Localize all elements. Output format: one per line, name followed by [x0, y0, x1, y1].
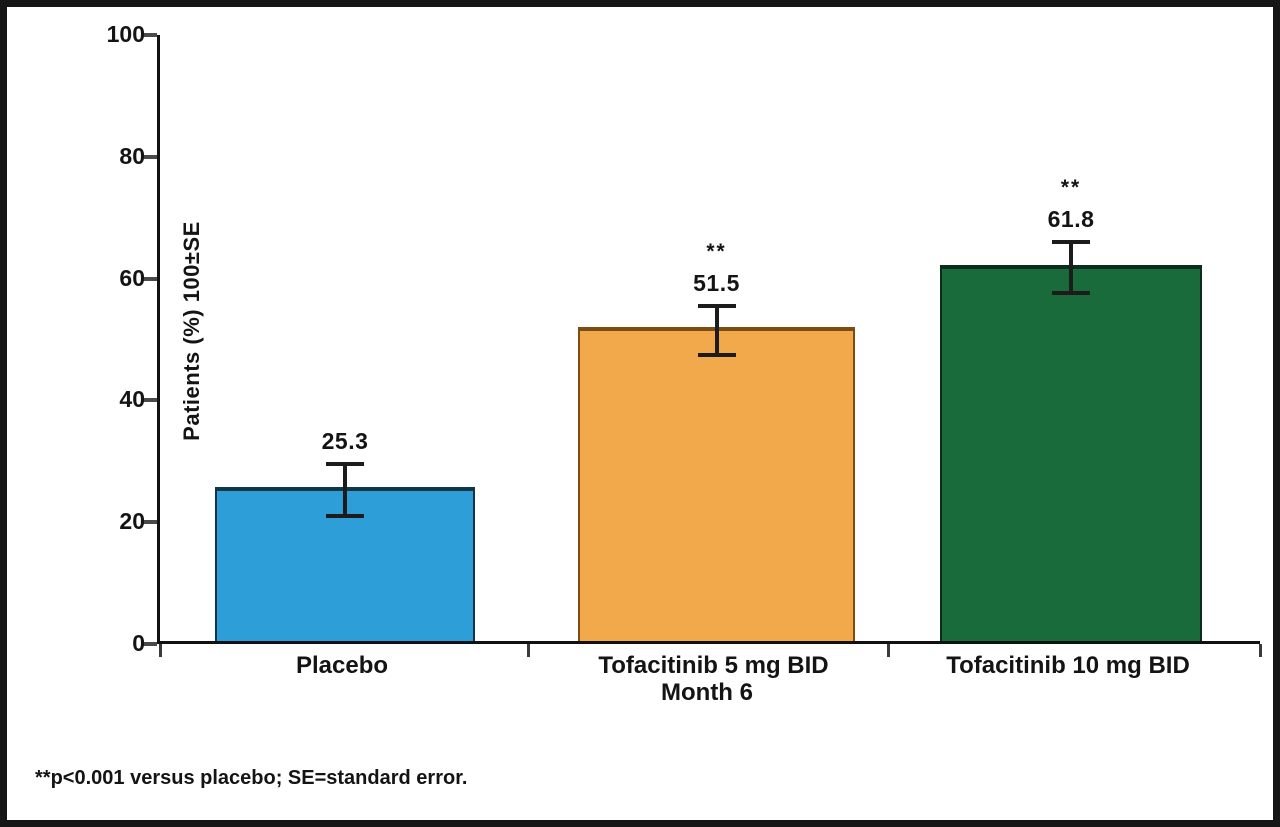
error-bar-line	[343, 464, 347, 516]
error-bar-cap-bottom	[697, 352, 736, 357]
y-tick-label: 0	[132, 630, 145, 656]
significance-marker: **	[1060, 176, 1082, 200]
x-tick-mark	[1259, 644, 1262, 657]
bar-3	[940, 264, 1202, 641]
error-bar-cap-top	[697, 304, 736, 308]
bar-2	[578, 327, 855, 641]
bar-value-label: 51.5	[693, 270, 740, 296]
bar-value-label: 25.3	[321, 428, 369, 455]
error-bar-cap-bottom	[1052, 291, 1090, 296]
y-tick-mark	[143, 154, 157, 159]
y-tick-label: 40	[119, 386, 145, 413]
bar-value-label: 61.8	[1047, 206, 1095, 233]
x-category-label: Placebo	[295, 652, 389, 679]
y-tick-label: 20	[119, 508, 145, 535]
footnote: **p<0.001 versus placebo; SE=standard er…	[35, 767, 468, 789]
x-category-label: Tofacitinib 10 mg BID	[946, 652, 1190, 679]
y-tick-mark	[143, 276, 157, 281]
x-tick-mark	[887, 644, 890, 657]
plot-area: Patients (%) 100±SE 25.3 51.5 ** 61.8 **	[143, 33, 1262, 657]
x-axis-group-label: Month 6	[661, 679, 753, 706]
error-bar-cap-top	[1052, 240, 1090, 245]
y-tick-label: 100	[106, 21, 145, 47]
error-bar-line	[1069, 242, 1073, 294]
error-bar-line	[714, 306, 719, 355]
x-category-label: Tofacitinib 5 mg BID	[598, 652, 829, 679]
x-tick-mark	[159, 644, 162, 657]
error-bar-cap-bottom	[326, 513, 364, 518]
y-tick-label: 60	[119, 264, 145, 291]
y-tick-mark	[143, 642, 157, 646]
significance-marker: **	[706, 240, 727, 263]
error-bar-cap-top	[326, 462, 364, 467]
y-tick-label: 80	[119, 142, 145, 169]
y-tick-mark	[143, 520, 157, 525]
y-tick-mark	[143, 33, 157, 37]
x-tick-mark	[527, 644, 530, 657]
y-axis-title: Patients (%) 100±SE	[179, 221, 204, 441]
y-tick-mark	[143, 398, 157, 403]
